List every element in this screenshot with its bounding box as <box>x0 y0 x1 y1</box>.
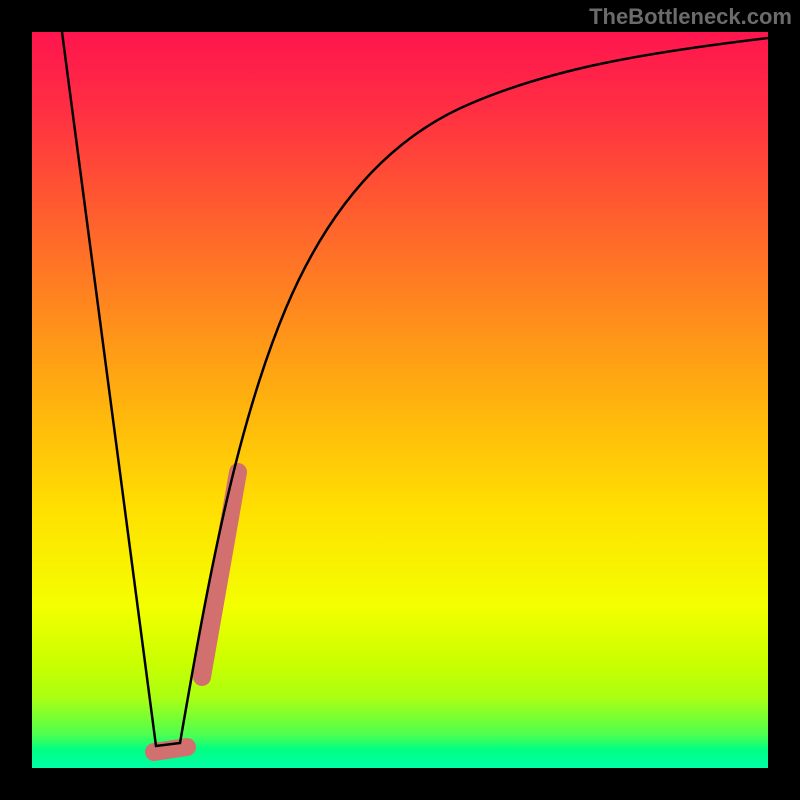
gradient-background <box>32 32 768 768</box>
chart-container: TheBottleneck.com <box>0 0 800 800</box>
watermark-text: TheBottleneck.com <box>589 4 792 30</box>
plot-area <box>32 32 768 768</box>
plot-svg <box>32 32 768 768</box>
